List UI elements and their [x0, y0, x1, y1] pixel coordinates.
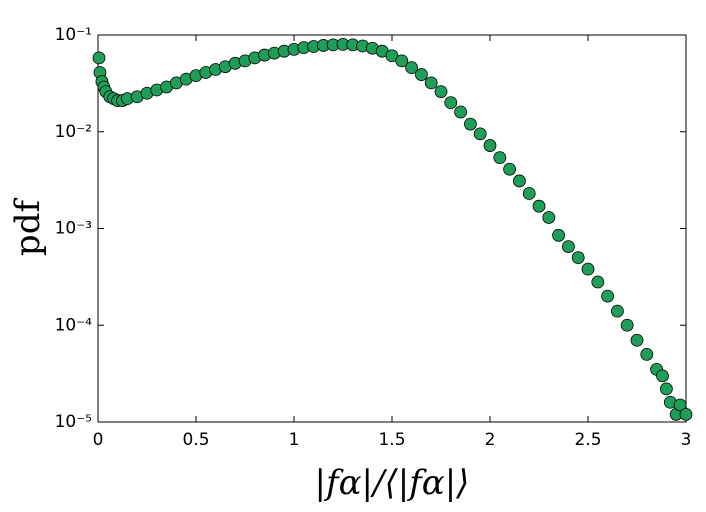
y-tick-label: 10⁻² — [55, 122, 92, 142]
data-point — [581, 262, 595, 276]
x-tick-label: 2 — [485, 430, 496, 450]
data-point — [611, 304, 624, 318]
plot-frame — [97, 34, 687, 423]
data-point — [656, 369, 669, 383]
data-point — [673, 398, 687, 412]
data-point — [424, 76, 438, 90]
data-point — [463, 117, 477, 131]
data-point — [405, 61, 419, 75]
data-point — [444, 96, 458, 110]
data-point — [483, 139, 497, 152]
data-point — [562, 240, 575, 254]
y-tick-label: 10⁻⁴ — [55, 315, 93, 335]
data-point — [503, 162, 517, 176]
data-point — [620, 318, 634, 332]
y-axis-label: pdf — [8, 198, 48, 257]
x-tick-label: 2.5 — [574, 430, 601, 450]
x-tick-label: 1.5 — [378, 430, 405, 450]
data-point — [660, 382, 673, 396]
data-point — [513, 174, 526, 188]
y-tick-label: 10⁻³ — [55, 219, 92, 239]
data-point — [532, 199, 546, 213]
x-tick-label: 0 — [93, 430, 104, 450]
data-point — [493, 151, 507, 165]
data-point — [522, 187, 536, 200]
data-point — [601, 289, 614, 303]
data-point — [414, 68, 428, 81]
x-tick-label: 1 — [289, 430, 300, 450]
data-point — [454, 105, 468, 119]
data-point — [92, 51, 106, 65]
y-tick-label: 10⁻¹ — [55, 25, 92, 45]
data-point — [630, 333, 644, 347]
y-tick-label: 10⁻⁵ — [55, 412, 92, 432]
data-point — [434, 85, 448, 99]
data-point — [473, 127, 487, 141]
data-point — [571, 251, 585, 265]
x-tick-label: 3 — [681, 430, 692, 450]
data-point — [591, 275, 605, 289]
x-tick-label: 0.5 — [182, 430, 209, 450]
x-axis-label: |fα|/⟨|fα|⟩ — [315, 463, 470, 503]
data-point — [395, 54, 409, 68]
data-point — [679, 407, 693, 421]
data-point — [542, 211, 556, 224]
data-point — [552, 228, 565, 242]
data-point — [640, 347, 654, 361]
